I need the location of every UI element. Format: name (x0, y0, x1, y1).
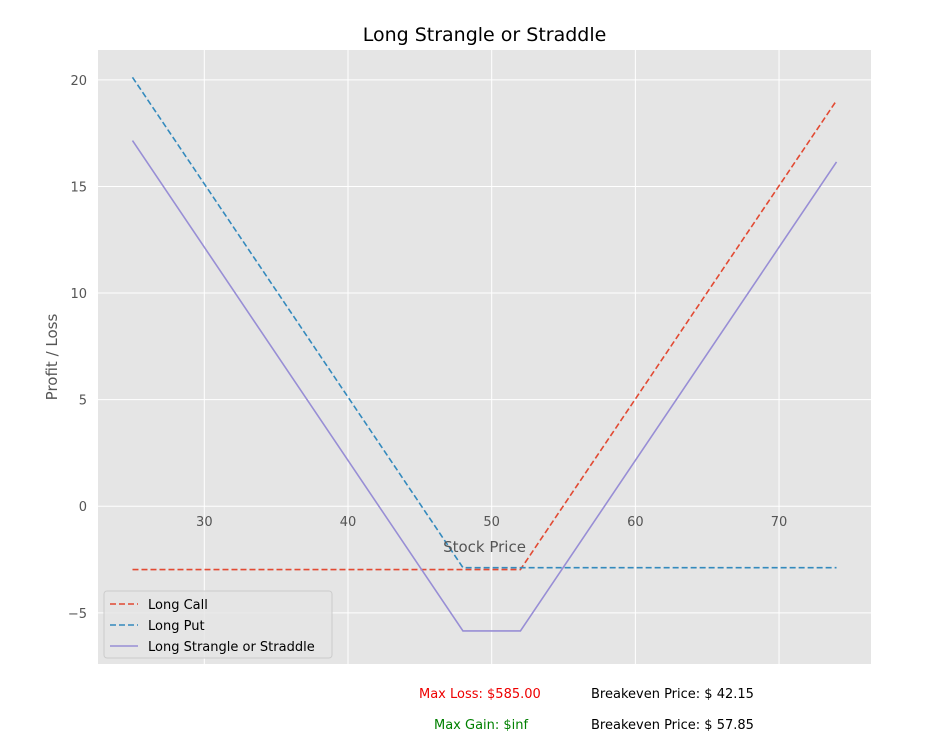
legend-label-long-strangle-or-straddle: Long Strangle or Straddle (148, 640, 315, 655)
y-tick-label: 5 (79, 394, 87, 409)
plot-background (98, 50, 871, 664)
legend-label-long-call: Long Call (148, 598, 208, 613)
legend: Long Call Long Put Long Strangle or Stradd… (103, 590, 333, 659)
series-line-long-call (132, 100, 838, 571)
max-gain-text: Max Gain: $inf (434, 718, 529, 733)
y-tick-label: 15 (70, 180, 87, 195)
y-tick-label: 0 (79, 500, 87, 515)
breakeven-high-text: Breakeven Price: $ 57.85 (591, 718, 754, 733)
y-axis-label: Profit / Loss (43, 314, 61, 401)
legend-label-long-put: Long Put (148, 619, 205, 634)
x-tick-label: 30 (196, 515, 213, 530)
series-line-long-put (131, 76, 837, 569)
series-line-long-strangle-or-straddle (131, 140, 838, 632)
tick-labels: 30 40 50 60 70 −5 0 5 10 15 20 (68, 74, 787, 622)
legend-box (103, 590, 333, 659)
chart-title: Long Strangle or Straddle (363, 24, 607, 46)
y-tick-label: −5 (68, 607, 87, 622)
x-tick-label: 40 (340, 515, 357, 530)
breakeven-low-text: Breakeven Price: $ 42.15 (591, 687, 754, 702)
max-loss-text: Max Loss: $585.00 (419, 687, 541, 702)
y-tick-label: 20 (70, 74, 87, 89)
series-lines (131, 76, 838, 632)
x-tick-label: 50 (483, 515, 500, 530)
y-tick-label: 10 (70, 287, 87, 302)
x-tick-label: 60 (627, 515, 644, 530)
x-axis-label: Stock Price (443, 538, 526, 556)
x-tick-label: 70 (771, 515, 788, 530)
